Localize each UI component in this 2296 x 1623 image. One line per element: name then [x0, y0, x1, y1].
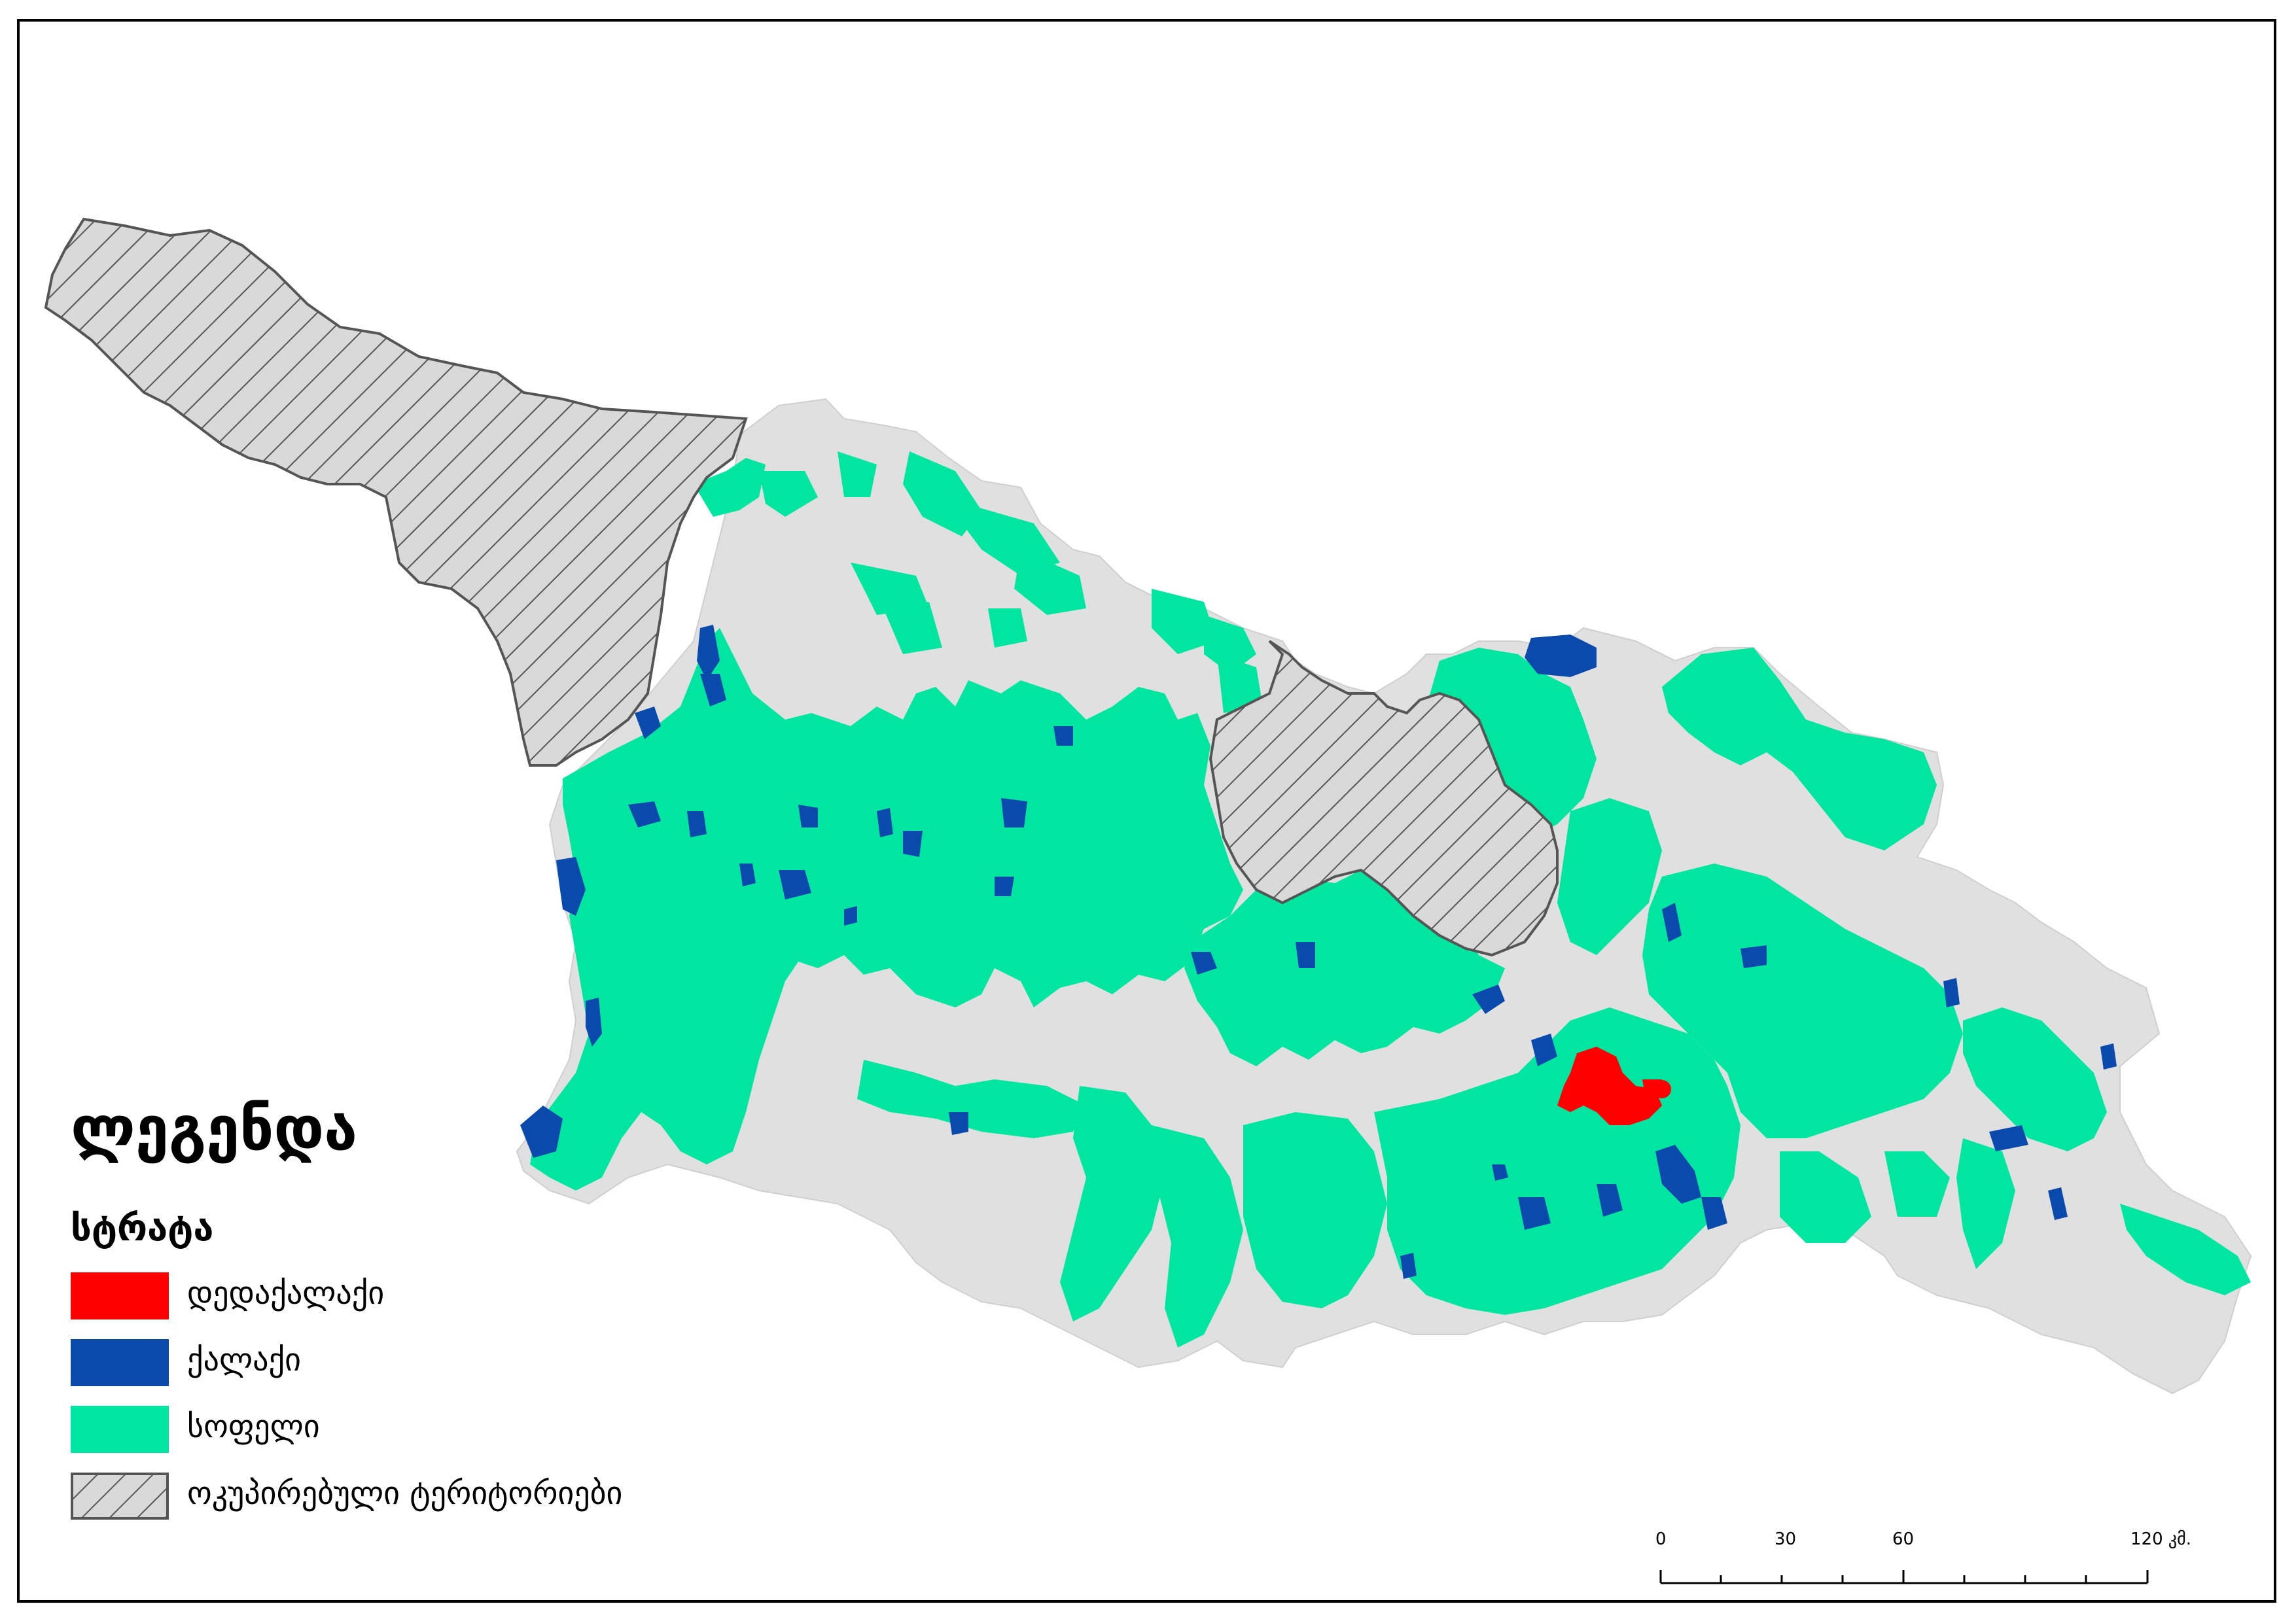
- legend-swatch-rural: [71, 1406, 169, 1453]
- scale-label-120: 120 კმ.: [2130, 1529, 2192, 1549]
- scale-label-60: 60: [1892, 1529, 1915, 1549]
- rural-areas: [530, 451, 2251, 1348]
- legend-label-city: ქალაქი: [187, 1342, 301, 1378]
- map-frame: [17, 19, 2276, 1603]
- capital-area: [1557, 1047, 1671, 1125]
- occupied-abkhazia: [44, 217, 748, 767]
- legend-label-occupied: ოკუპირებული ტერიტორიები: [187, 1475, 623, 1512]
- scale-label-30: 30: [1775, 1529, 1797, 1549]
- legend-subtitle: სტრატა: [71, 1207, 214, 1249]
- city-areas: [520, 625, 2117, 1279]
- occupied-south-ossetia: [1209, 640, 1559, 957]
- legend-swatch-city: [71, 1339, 169, 1386]
- scale-bar-line: [1659, 1570, 2149, 1584]
- legend-swatch-occupied: [71, 1473, 169, 1520]
- legend-label-rural: სოფელი: [187, 1408, 320, 1445]
- scale-label-0: 0: [1655, 1529, 1667, 1549]
- legend-label-capital: დედაქალაქი: [187, 1275, 385, 1312]
- legend-title: ლეგენდა: [71, 1094, 358, 1164]
- legend-swatch-capital: [71, 1272, 169, 1319]
